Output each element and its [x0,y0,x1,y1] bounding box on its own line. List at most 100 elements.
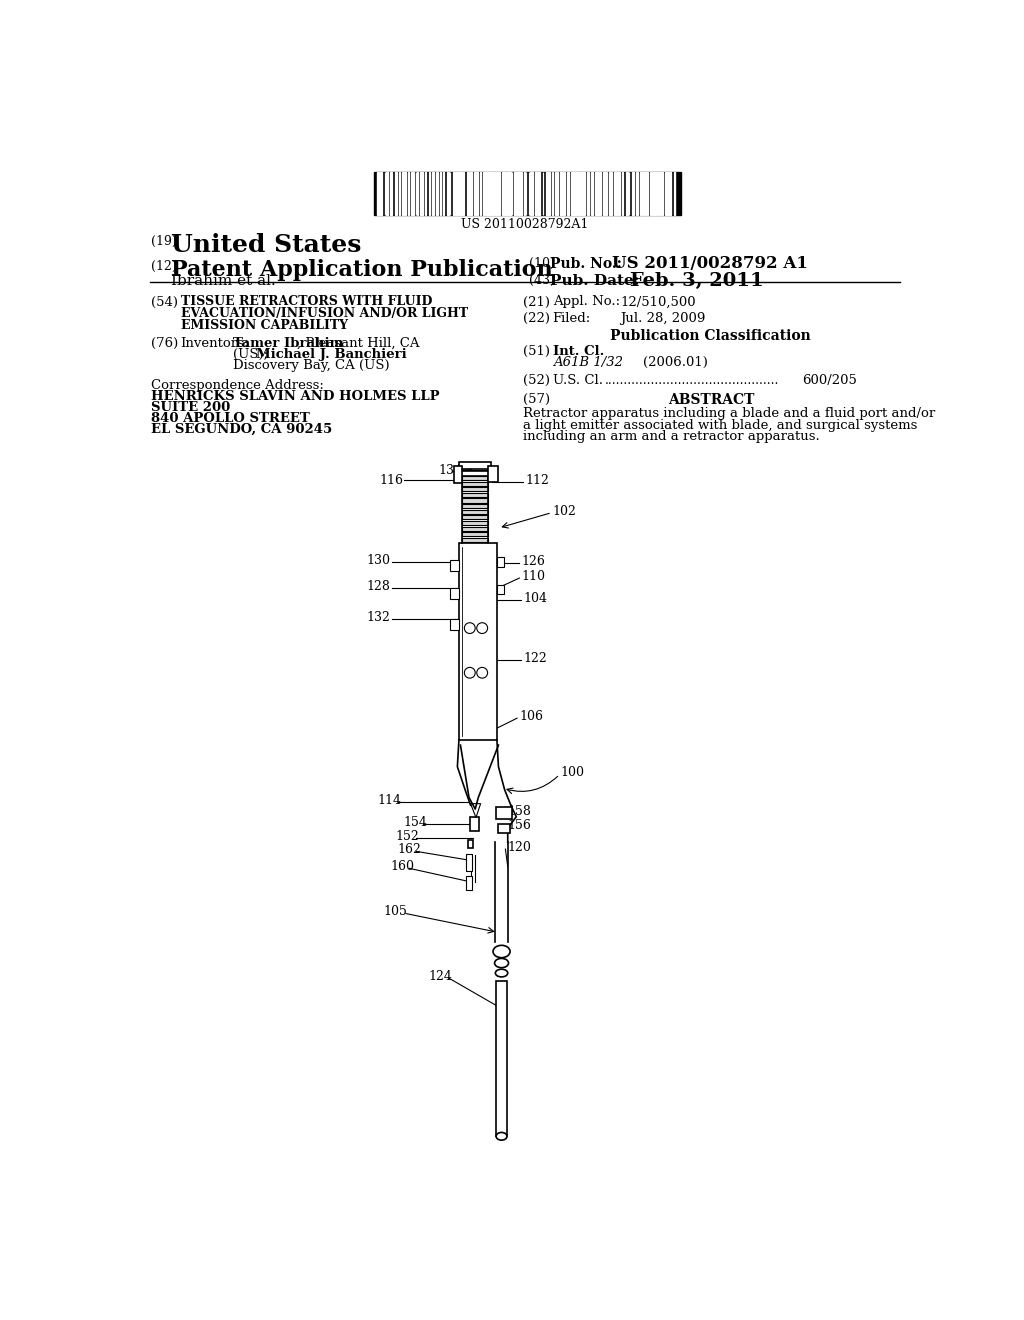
Text: (52): (52) [523,374,550,387]
Text: 122: 122 [523,652,547,665]
Text: A61B 1/32: A61B 1/32 [553,356,623,370]
Bar [477,173,478,215]
Bar [462,537,488,543]
Text: (43): (43) [529,275,555,286]
Bar [404,173,407,215]
Text: 120: 120 [508,841,531,854]
Ellipse shape [495,958,509,968]
Text: 840 APOLLO STREET: 840 APOLLO STREET [152,412,310,425]
Text: 106: 106 [519,710,544,723]
Bar [535,173,538,215]
Bar [420,173,423,215]
Text: 162: 162 [397,843,422,857]
Text: Appl. No.:: Appl. No.: [553,296,620,309]
Bar [462,482,488,486]
Text: Correspondence Address:: Correspondence Address: [152,379,325,392]
Bar [538,173,541,215]
Bar [497,585,504,594]
Bar [587,173,589,215]
Bar [483,173,484,215]
Text: 12/510,500: 12/510,500 [621,296,695,309]
Text: Jul. 28, 2009: Jul. 28, 2009 [621,313,706,326]
Bar [462,532,488,536]
Text: US 20110028792A1: US 20110028792A1 [461,218,589,231]
Bar [432,173,434,215]
Text: Publication Classification: Publication Classification [610,330,811,343]
Text: US 2011/0028792 A1: US 2011/0028792 A1 [612,256,808,272]
Circle shape [464,668,475,678]
Bar [656,173,658,215]
Bar [466,876,472,890]
Bar [626,173,628,215]
Text: 154: 154 [403,816,427,829]
Bar [548,173,550,215]
Bar [455,173,457,215]
Text: (US);: (US); [232,348,272,360]
Bar [377,173,379,215]
Text: EMISSION CAPABILITY: EMISSION CAPABILITY [180,318,348,331]
Bar [497,557,504,566]
Bar [480,173,481,215]
Bar [499,173,500,215]
Text: Ibrahim et al.: Ibrahim et al. [171,275,275,288]
Text: 600/205: 600/205 [802,374,857,387]
Text: 124: 124 [429,970,453,982]
Bar [574,173,577,215]
Text: Retractor apparatus including a blade and a fluid port and/or: Retractor apparatus including a blade an… [523,407,936,420]
Ellipse shape [496,969,508,977]
Bar [642,173,643,215]
Bar [462,521,488,525]
Text: U.S. Cl.: U.S. Cl. [553,374,603,387]
Text: 112: 112 [525,474,550,487]
Bar [459,462,492,469]
Bar [402,173,403,215]
Text: Filed:: Filed: [553,313,591,326]
Bar [462,510,488,513]
Text: United States: United States [171,234,361,257]
Text: 152: 152 [395,829,419,842]
Circle shape [477,668,487,678]
Circle shape [464,623,475,634]
Bar [486,173,487,215]
Text: TISSUE RETRACTORS WITH FLUID: TISSUE RETRACTORS WITH FLUID [180,296,432,309]
Bar [517,173,518,215]
Bar [514,173,516,215]
Bar [462,477,488,480]
Text: (22): (22) [523,313,550,326]
Bar [498,824,510,833]
Bar [462,470,488,474]
Bar [470,173,472,215]
Bar [592,173,593,215]
Text: 158: 158 [508,805,531,818]
Ellipse shape [493,945,510,958]
Bar [669,173,672,215]
Bar [462,492,488,496]
Text: a light emitter associated with blade, and surgical systems: a light emitter associated with blade, a… [523,418,918,432]
Bar [496,807,512,818]
Text: 105: 105 [384,906,408,917]
Text: SUITE 200: SUITE 200 [152,401,230,414]
Text: EVACUATION/INFUSION AND/OR LIGHT: EVACUATION/INFUSION AND/OR LIGHT [180,308,468,319]
Bar [578,173,580,215]
Bar [488,173,490,215]
Bar [636,173,638,215]
Bar [530,173,532,215]
Text: Inventors:: Inventors: [180,337,249,350]
Text: Pub. Date:: Pub. Date: [550,275,639,288]
Text: Int. Cl.: Int. Cl. [553,345,604,358]
Bar [462,504,488,508]
Text: ABSTRACT: ABSTRACT [668,393,754,408]
Bar [461,471,489,475]
Text: Patent Application Publication: Patent Application Publication [171,259,552,281]
Bar [615,173,617,215]
Bar [609,173,611,215]
Bar [509,173,511,215]
Text: (51): (51) [523,345,550,358]
Text: including an arm and a retractor apparatus.: including an arm and a retractor apparat… [523,430,820,444]
Bar [493,173,494,215]
Text: 126: 126 [521,556,546,569]
Bar [488,466,499,482]
Text: (54): (54) [152,296,178,309]
Ellipse shape [496,1133,507,1140]
Bar [653,173,655,215]
